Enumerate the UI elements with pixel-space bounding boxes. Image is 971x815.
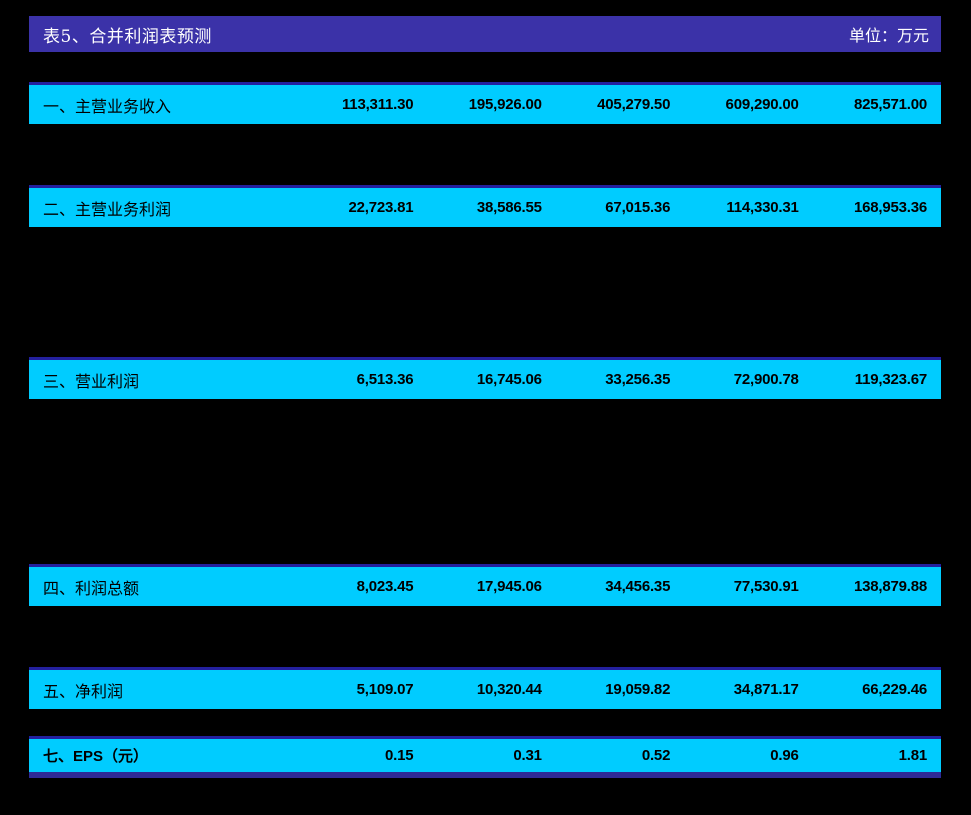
cell-value: 10,320.44 bbox=[476, 681, 542, 698]
row-values: 6,513.36 16,745.06 33,256.35 72,900.78 119,3… bbox=[299, 360, 941, 399]
table-header-band: 表5、合并利润表预测 单位：万元 bbox=[29, 16, 941, 52]
row-label: 二、主营业务利润 bbox=[43, 199, 172, 219]
cell-value: 6,513.36 bbox=[356, 371, 414, 388]
table-row: 一、主营业务收入 113,311.30 195,926.00 405,279.50 60… bbox=[29, 82, 941, 124]
row-label: 四、利润总额 bbox=[43, 578, 140, 598]
cell-value: 168,953.36 bbox=[853, 199, 928, 216]
row-values: 8,023.45 17,945.06 34,456.35 77,530.91 138,8… bbox=[299, 567, 941, 606]
cell-value: 114,330.31 bbox=[726, 199, 799, 216]
row-label: 一、主营业务收入 bbox=[43, 96, 172, 116]
cell-value: 38,586.55 bbox=[476, 199, 542, 216]
cell-value: 72,900.78 bbox=[733, 371, 799, 388]
row-label: 三、营业利润 bbox=[43, 371, 140, 391]
cell-value: 119,323.67 bbox=[854, 371, 928, 388]
cell-value: 138,879.88 bbox=[853, 578, 928, 595]
cell-value: 825,571.00 bbox=[853, 96, 928, 113]
cell-value: 113,311.30 bbox=[341, 96, 414, 113]
table-title: 表5、合并利润表预测 bbox=[43, 26, 212, 47]
table-row: 五、净利润 5,109.07 10,320.44 19,059.82 34,871.17… bbox=[29, 667, 941, 709]
cell-value: 19,059.82 bbox=[605, 681, 671, 698]
cell-value: 1.81 bbox=[898, 747, 928, 764]
cell-value: 5,109.07 bbox=[356, 681, 414, 698]
row-values: 5,109.07 10,320.44 19,059.82 34,871.17 66,22… bbox=[299, 670, 941, 709]
cell-value: 22,723.81 bbox=[348, 199, 414, 216]
cell-value: 67,015.36 bbox=[605, 199, 671, 216]
cell-value: 0.15 bbox=[385, 747, 414, 764]
row-label: 七、EPS（元） bbox=[43, 748, 149, 765]
cell-value: 0.52 bbox=[641, 747, 671, 764]
row-label: 五、净利润 bbox=[43, 681, 124, 701]
table-row: 二、主营业务利润 22,723.81 38,586.55 67,015.36 114,3… bbox=[29, 185, 941, 227]
cell-value: 405,279.50 bbox=[597, 96, 671, 113]
cell-value: 0.96 bbox=[770, 747, 799, 764]
cell-value: 17,945.06 bbox=[476, 578, 542, 595]
cell-value: 34,871.17 bbox=[733, 681, 799, 698]
cell-value: 33,256.35 bbox=[605, 371, 671, 388]
cell-value: 195,926.00 bbox=[468, 96, 542, 113]
cell-value: 0.31 bbox=[513, 747, 542, 764]
table-row: 七、EPS（元） 0.15 0.31 0.52 0.96 1.81 bbox=[29, 736, 941, 778]
cell-value: 609,290.00 bbox=[725, 96, 799, 113]
row-values: 0.15 0.31 0.52 0.96 1.81 bbox=[299, 739, 941, 772]
row-values: 113,311.30 195,926.00 405,279.50 609,290.00… bbox=[299, 85, 941, 124]
table-unit-label: 单位：万元 bbox=[848, 26, 929, 45]
cell-value: 16,745.06 bbox=[476, 371, 542, 388]
row-values: 22,723.81 38,586.55 67,015.36 114,330.31 168… bbox=[299, 188, 941, 227]
cell-value: 34,456.35 bbox=[605, 578, 671, 595]
cell-value: 8,023.45 bbox=[356, 578, 414, 595]
table-row: 三、营业利润 6,513.36 16,745.06 33,256.35 72,900.7… bbox=[29, 357, 941, 399]
table-row: 四、利润总额 8,023.45 17,945.06 34,456.35 77,530.9… bbox=[29, 564, 941, 606]
cell-value: 77,530.91 bbox=[733, 578, 799, 595]
cell-value: 66,229.46 bbox=[862, 681, 928, 698]
